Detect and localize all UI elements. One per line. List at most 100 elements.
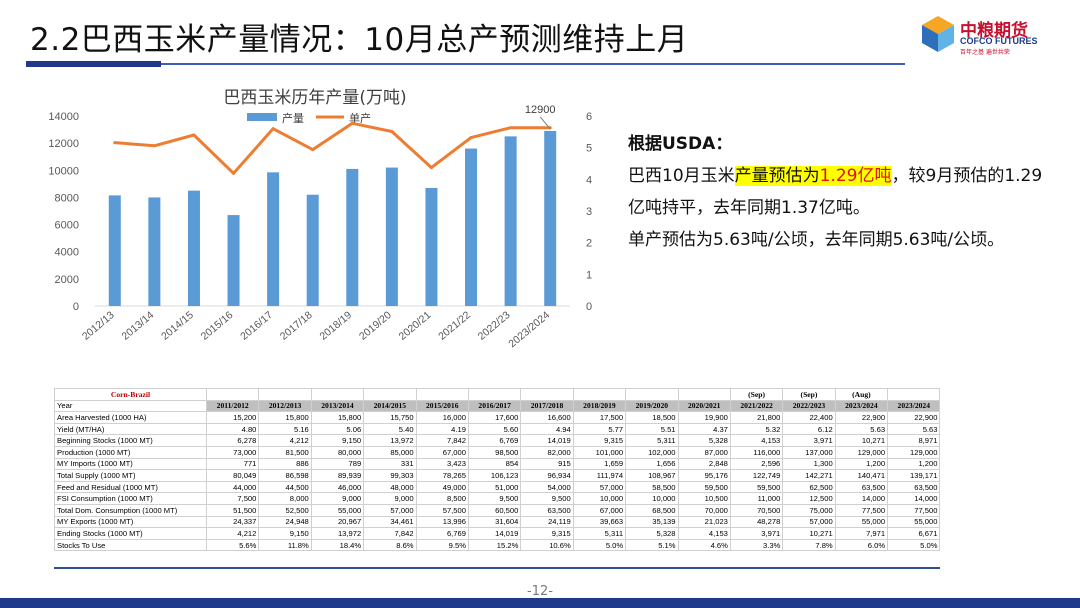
table-cell: 22,900	[887, 411, 941, 424]
table-cell: 106,123	[467, 469, 522, 482]
table-cell: 13,972	[310, 527, 365, 540]
table-cell: 4,153	[677, 527, 731, 540]
bar-2023/2024	[544, 130, 557, 306]
y-right-tick-label: 4	[586, 174, 592, 186]
table-cell: 68,500	[625, 503, 679, 517]
bar-2017/18	[306, 194, 319, 306]
table-cell: 73,000	[205, 445, 260, 459]
table-cell: 15,800	[310, 411, 365, 424]
table-cell: 7,842	[415, 434, 469, 447]
table-cell: 1,656	[625, 457, 679, 471]
x-tick-label: 2017/18	[278, 309, 315, 343]
table-cell: 48,278	[729, 515, 784, 529]
table-cell: 24,119	[520, 515, 574, 529]
table-cell: 116,000	[729, 445, 784, 459]
bar-2021/22	[465, 148, 478, 306]
table-cell: 6,769	[415, 527, 469, 540]
table-cell: 6,278	[205, 434, 260, 447]
table-cell: 5.0%	[572, 538, 627, 552]
table-cell: 63,500	[834, 480, 889, 494]
table-cell: 24,337	[205, 515, 260, 529]
table-cell: 331	[363, 457, 417, 471]
table-cell: 95,176	[677, 469, 731, 482]
yield-point-2013/14	[152, 144, 156, 148]
yield-point-2020/21	[429, 166, 433, 170]
note-paragraph-2: 单产预估为5.63吨/公顷，去年同期5.63吨/公顷。	[628, 230, 1005, 250]
table-cell: 57,000	[363, 503, 417, 517]
table-cell: 57,000	[572, 480, 627, 494]
table-row: Beginning Stocks (1000 MT) 6,278 4,212 9,15…	[54, 434, 941, 447]
table-cell: 39,663	[572, 515, 627, 529]
table-cell: 58,500	[625, 480, 679, 494]
table-row: Feed and Residual (1000 MT) 44,000 44,500 4…	[54, 480, 941, 494]
y-right-tick-label: 1	[586, 269, 592, 281]
title-rule-thin	[161, 63, 905, 65]
year-header: 2023/2024	[887, 399, 941, 413]
table-cell: 1,659	[572, 457, 627, 471]
table-cell: 70,500	[729, 503, 784, 517]
table-cell: 886	[258, 457, 312, 471]
year-header: 2013/2014	[310, 399, 365, 413]
x-tick-label: 2014/15	[159, 309, 196, 343]
table-cell: 10,500	[677, 492, 731, 505]
table-cell: 80,000	[310, 445, 365, 459]
table-cell: 2,596	[729, 457, 784, 471]
table-cell: 31,604	[467, 515, 522, 529]
year-header: 2022/2023	[782, 399, 836, 413]
yield-point-2012/13	[113, 141, 117, 145]
table-cell: 99,303	[363, 469, 417, 482]
table-cell: 10,271	[782, 527, 836, 540]
row-label: Total Dom. Consumption (1000 MT)	[54, 503, 207, 517]
table-cell: 5,328	[625, 527, 679, 540]
table-cell: 15.2%	[467, 538, 522, 552]
table-cell: 10.6%	[520, 538, 574, 552]
table-cell: 20,967	[310, 515, 365, 529]
table-cell: 67,000	[572, 503, 627, 517]
table-cell: 4,212	[258, 434, 312, 447]
table-cell: 82,000	[520, 445, 574, 459]
yield-point-2019/20	[390, 130, 394, 134]
table-cell: 6,671	[887, 527, 941, 540]
logo-slogan: 百年之基 遍世共荣	[960, 49, 1010, 56]
table-cell: 5.16	[258, 422, 312, 436]
table-cell: 5,311	[625, 434, 679, 447]
table-cell: 3.3%	[729, 538, 784, 552]
table-cell: 51,500	[205, 503, 260, 517]
y-right-tick-label: 2	[586, 238, 592, 250]
table-cell: 129,000	[887, 445, 941, 459]
forecast-month-note	[677, 388, 731, 401]
forecast-month-note: (Sep)	[782, 388, 836, 401]
table-cell: 8,000	[258, 492, 312, 505]
table-row: Production (1000 MT) 73,000 81,500 80,000 85…	[54, 445, 941, 459]
bar-2014/15	[187, 190, 200, 306]
bar-2022/23	[504, 136, 517, 306]
table-cell: 9,150	[258, 527, 312, 540]
table-cell: 7,842	[363, 527, 417, 540]
table-cell: 13,972	[363, 434, 417, 447]
forecast-month-note	[572, 388, 627, 401]
table-cell: 34,461	[363, 515, 417, 529]
table-cell: 1,300	[782, 457, 836, 471]
table-cell: 4.19	[415, 422, 469, 436]
title-rule	[26, 61, 161, 67]
table-cell: 4.37	[677, 422, 731, 436]
table-cell: 10,000	[572, 492, 627, 505]
table-cell: 6,769	[467, 434, 522, 447]
row-label: Yield (MT/HA)	[54, 422, 207, 436]
table-cell: 96,934	[520, 469, 574, 482]
table-cell: 18.4%	[310, 538, 365, 552]
x-tick-label: 2019/20	[357, 309, 394, 343]
table-cell: 78,265	[415, 469, 469, 482]
table-cell: 63,500	[520, 503, 574, 517]
yield-line	[114, 121, 551, 175]
usda-balance-table: Corn-Brazil (Sep) (Sep) (Aug) Year 2011/2012 2…	[54, 388, 941, 552]
table-cell: 5.51	[625, 422, 679, 436]
table-cell: 771	[205, 457, 260, 471]
row-label: Total Supply (1000 MT)	[54, 469, 207, 482]
table-cell: 75,000	[782, 503, 836, 517]
table-cell: 1,200	[887, 457, 941, 471]
table-cell: 55,000	[310, 503, 365, 517]
table-cell: 5,328	[677, 434, 731, 447]
table-cell: 5.1%	[625, 538, 679, 552]
table-cell: 8,971	[887, 434, 941, 447]
